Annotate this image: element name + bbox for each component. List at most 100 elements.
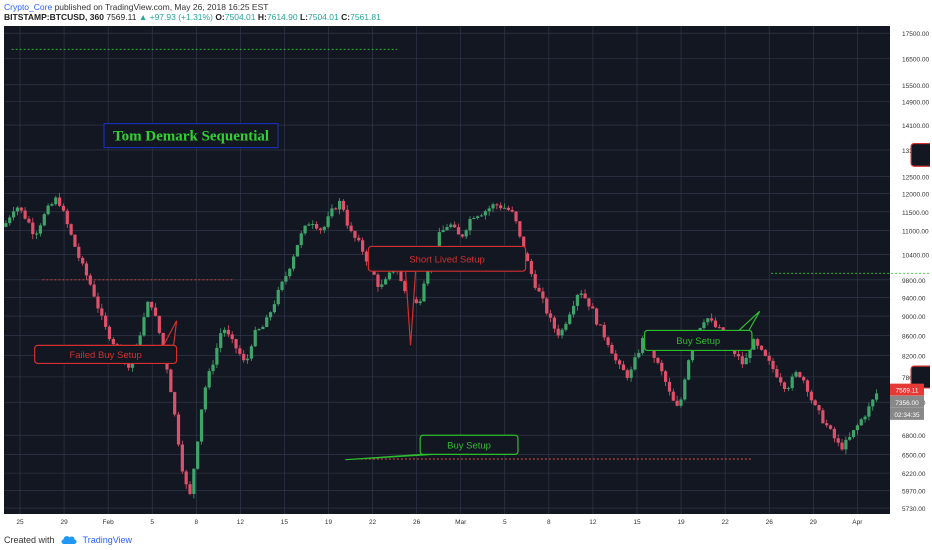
candle-body: [295, 245, 300, 257]
candle-body: [506, 207, 510, 210]
candle-body: [341, 200, 346, 210]
annotation-label: Short Lived Setup: [409, 254, 485, 265]
price-axis-background: [890, 26, 930, 531]
x-tick-label: 5: [150, 519, 154, 526]
candle-body: [848, 437, 852, 440]
candle-body: [150, 301, 154, 308]
x-tick-label: 12: [589, 519, 597, 526]
candle-body: [748, 349, 752, 358]
price-chart[interactable]: 17500.00 16500.00 15500.00 14900.00 14100.00…: [4, 26, 930, 531]
x-tick-label: 25: [16, 519, 24, 526]
candle-body: [602, 325, 606, 338]
y-tick-label: 14900.00: [902, 100, 929, 107]
candle-body: [851, 430, 856, 438]
candle-body: [364, 251, 369, 262]
candle-body: [671, 391, 675, 401]
candle-body: [27, 218, 31, 223]
candle-body: [130, 363, 135, 368]
candle-body: [767, 355, 771, 361]
candle-body: [303, 225, 307, 234]
candle-body: [575, 294, 580, 306]
close-value: 7561.81: [350, 12, 381, 22]
candle-body: [345, 209, 349, 226]
title-box: [103, 122, 279, 149]
candle-body: [211, 364, 215, 372]
candle-body: [844, 439, 848, 450]
high-value: 7614.90: [266, 12, 298, 22]
candle-body: [399, 270, 403, 282]
candle-body: [752, 339, 756, 350]
candle-body: [468, 218, 472, 231]
candle-body: [92, 284, 96, 297]
candle-body: [840, 442, 844, 450]
candle-body: [318, 228, 323, 230]
author-link[interactable]: Crypto_Core: [4, 2, 53, 12]
candle-body: [441, 230, 445, 233]
candle-body: [491, 204, 495, 209]
candle-body: [107, 326, 112, 340]
candle-body: [268, 312, 273, 318]
candle-body: [42, 214, 46, 226]
y-tick-label: 16500.00: [902, 56, 929, 63]
candle-body: [272, 304, 277, 313]
candle-body: [153, 307, 158, 316]
candle-body: [376, 274, 380, 287]
candle-body: [265, 317, 269, 327]
candle-body: [234, 339, 238, 349]
publish-header: Crypto_Core published on TradingView.com…: [4, 2, 268, 12]
candle-body: [276, 289, 280, 305]
candle-body: [161, 332, 165, 350]
candle-body: [529, 261, 533, 275]
candle-body: [88, 275, 92, 285]
y-tick-label: 15500.00: [902, 83, 929, 90]
candle-body: [759, 345, 764, 350]
candle-body: [426, 268, 430, 284]
candle-body: [598, 324, 603, 326]
x-tick-label: 5: [503, 519, 507, 526]
candle-body: [146, 301, 150, 318]
candle-body: [813, 400, 817, 406]
candle-body: [387, 272, 392, 280]
candle-body: [322, 226, 326, 230]
annotation-label: Buy Setup: [447, 440, 491, 451]
candle-body: [548, 313, 553, 318]
price-tag-label: 7356.00: [895, 400, 919, 407]
x-tick-label: 8: [547, 519, 551, 526]
candle-body: [522, 236, 526, 254]
candle-body: [31, 222, 35, 235]
y-axis: 17500.00 16500.00 15500.00 14900.00 14100.00…: [902, 31, 929, 513]
y-tick-label: 9000.00: [902, 314, 926, 321]
candle-body: [487, 208, 491, 212]
candle-body: [518, 221, 522, 237]
x-tick-label: 22: [722, 519, 730, 526]
candle-body: [361, 240, 365, 252]
x-tick-label: 26: [413, 519, 421, 526]
candle-body: [499, 205, 503, 209]
candle-body: [54, 197, 58, 205]
candle-body: [288, 268, 292, 277]
candle-body: [249, 346, 253, 359]
price-change: ▲ +97.93 (+1.31%): [138, 12, 213, 22]
candle-body: [825, 423, 829, 426]
candle-body: [736, 354, 741, 357]
candle-body: [763, 349, 767, 356]
tradingview-link[interactable]: TradingView: [82, 534, 133, 545]
candle-body: [445, 227, 449, 231]
candle-body: [568, 314, 572, 324]
candle-body: [314, 223, 319, 229]
candle-body: [61, 205, 66, 211]
candle-body: [790, 376, 794, 389]
candle-body: [334, 208, 338, 210]
candle-body: [291, 256, 296, 269]
candle-body: [621, 364, 626, 371]
candle-body: [449, 224, 453, 228]
candle-body: [284, 276, 288, 282]
candle-body: [23, 210, 27, 219]
candle-body: [828, 425, 833, 429]
candle-body: [69, 224, 73, 235]
candle-body: [579, 293, 583, 295]
candle-body: [502, 207, 507, 209]
candle-body: [679, 399, 683, 406]
candle-body: [782, 382, 787, 389]
candle-body: [617, 360, 622, 365]
